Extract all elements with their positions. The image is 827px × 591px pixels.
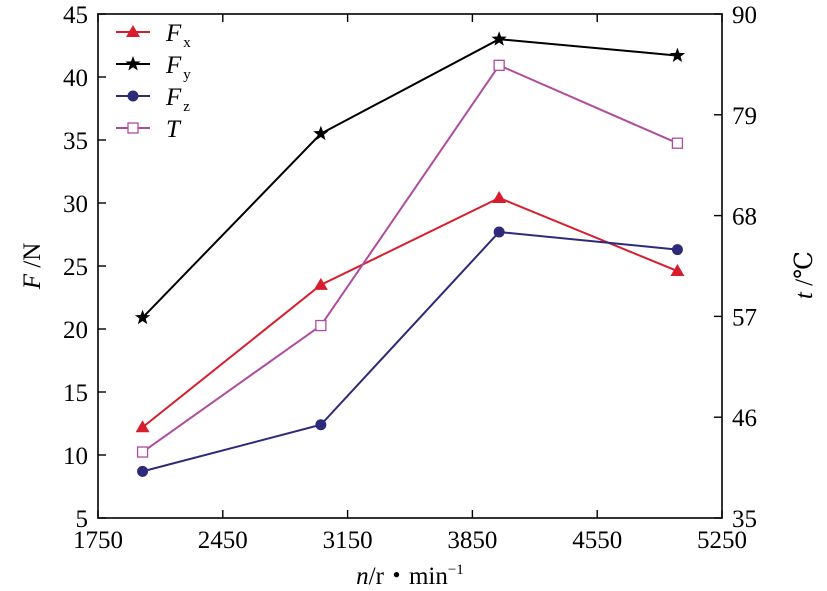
point-T bbox=[136, 446, 149, 458]
y-right-tick-label: 35 bbox=[732, 506, 757, 533]
point-T bbox=[315, 319, 327, 332]
x-tick-label: 3150 bbox=[323, 527, 373, 554]
series-T bbox=[136, 59, 684, 458]
y-left-tick-label: 10 bbox=[63, 443, 88, 470]
series-Fz bbox=[137, 226, 683, 477]
ticks: 1750 2450 3150 3850 4550 5250 5 10 15 20 25 30 35 40 4… bbox=[63, 2, 757, 554]
y-left-tick-label: 15 bbox=[63, 380, 88, 407]
point-Fy bbox=[313, 125, 329, 141]
legend-item-T: T bbox=[116, 116, 182, 143]
legend-label: T bbox=[166, 116, 182, 143]
point-T bbox=[671, 137, 684, 149]
y-left-tick-label: 40 bbox=[63, 65, 88, 92]
x-tick-label: 4550 bbox=[572, 527, 622, 554]
y-left-tick-label: 5 bbox=[76, 506, 89, 533]
x-axis-title: n/r・min−1 bbox=[356, 562, 464, 590]
y-right-tick-label: 57 bbox=[732, 304, 757, 331]
legend-marker bbox=[125, 56, 141, 71]
axis-labels: n/r・min−1 F /N t /℃ bbox=[19, 243, 818, 590]
point-Fz bbox=[493, 226, 505, 238]
x-tick-label: 2450 bbox=[198, 527, 248, 554]
y-left-tick-label: 25 bbox=[63, 254, 88, 281]
y-right-axis-title: t /℃ bbox=[791, 251, 818, 299]
legend-marker bbox=[127, 90, 139, 102]
point-Fz bbox=[315, 419, 327, 431]
y-left-tick-label: 30 bbox=[63, 191, 88, 218]
series-layer bbox=[134, 31, 686, 477]
y-left-tick-label: 35 bbox=[63, 128, 88, 155]
y-right-tick-label: 46 bbox=[732, 405, 757, 432]
point-Fz bbox=[137, 465, 149, 477]
point-T bbox=[493, 59, 505, 71]
series-Fx bbox=[135, 190, 685, 433]
x-tick-label: 3850 bbox=[447, 527, 497, 554]
y-left-tick-label: 45 bbox=[63, 2, 88, 29]
point-Fy bbox=[669, 47, 686, 63]
point-Fx bbox=[313, 277, 328, 290]
y-left-axis-title: F /N bbox=[19, 243, 46, 291]
series-line-Fy bbox=[141, 38, 678, 319]
legend-marker bbox=[126, 25, 140, 37]
y-right-tick-label: 68 bbox=[732, 204, 757, 231]
series-line-T bbox=[141, 64, 678, 453]
series-line-Fx bbox=[141, 196, 678, 429]
y-right-tick-label: 90 bbox=[732, 2, 757, 29]
point-Fz bbox=[671, 244, 683, 256]
point-Fx bbox=[670, 264, 685, 277]
legend-marker bbox=[127, 122, 139, 134]
y-right-tick-label: 79 bbox=[732, 103, 757, 130]
series-line-Fz bbox=[142, 230, 678, 473]
x-tick-label: 5250 bbox=[697, 527, 747, 554]
x-tick-label: 1750 bbox=[73, 527, 123, 554]
point-Fy bbox=[491, 31, 507, 46]
point-Fy bbox=[134, 309, 151, 325]
point-Fx bbox=[135, 420, 150, 433]
point-Fx bbox=[492, 190, 507, 203]
y-left-tick-label: 20 bbox=[63, 317, 88, 344]
series-Fy bbox=[134, 31, 686, 325]
